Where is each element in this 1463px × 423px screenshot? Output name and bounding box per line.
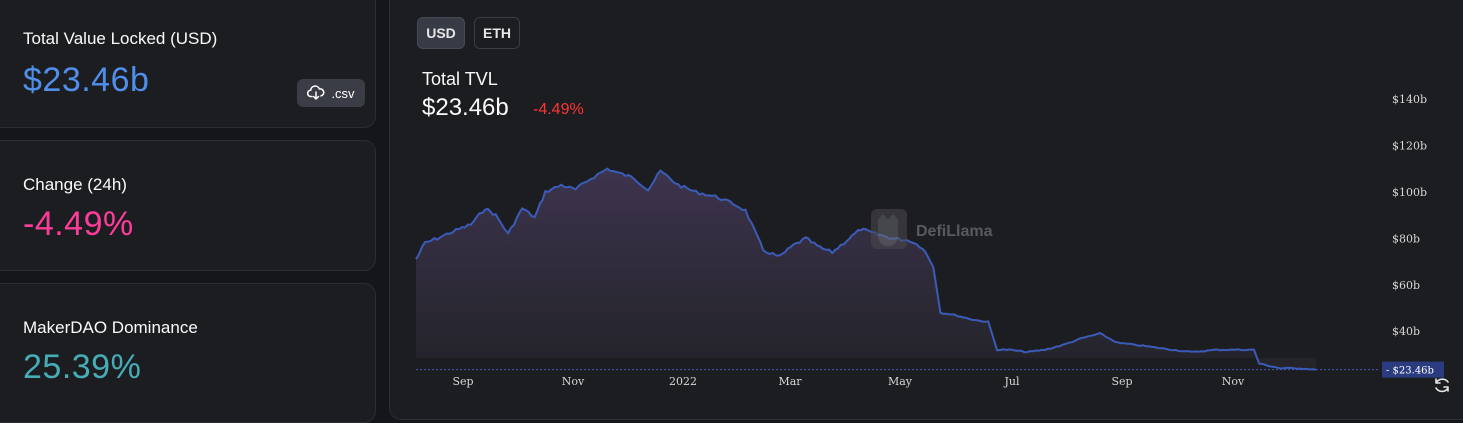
refresh-icon[interactable] xyxy=(1435,378,1449,393)
download-csv-button[interactable]: .csv xyxy=(297,79,365,107)
chart-title: Total TVL xyxy=(422,69,498,89)
eth-toggle[interactable]: ETH xyxy=(474,17,520,49)
dominance-card-title: MakerDAO Dominance xyxy=(23,318,198,337)
tvl-card: Total Value Locked (USD) $23.46b .csv xyxy=(0,0,376,128)
x-tick-label: Mar xyxy=(778,375,802,388)
y-tick-label: $80b xyxy=(1392,232,1420,245)
x-tick-label: Sep xyxy=(1111,375,1132,388)
y-tick-label: $40b xyxy=(1392,325,1420,338)
csv-label: .csv xyxy=(331,85,355,101)
x-tick-label: Jul xyxy=(1003,375,1019,388)
x-tick-label: May xyxy=(888,375,913,388)
y-tick-label: $140b xyxy=(1392,93,1427,106)
x-tick-label: Nov xyxy=(1222,375,1245,388)
chart-header-value: $23.46b xyxy=(422,94,509,121)
dominance-card-value: 25.39% xyxy=(23,348,142,386)
defillama-watermark: DefiLlama xyxy=(871,209,993,249)
y-tick-label: $60b xyxy=(1392,279,1420,292)
dominance-card: MakerDAO Dominance 25.39% xyxy=(0,283,376,423)
x-tick-label: 2022 xyxy=(669,375,697,388)
y-tick-label: $120b xyxy=(1392,140,1427,153)
usd-toggle[interactable]: USD xyxy=(417,17,465,49)
current-value-label: - $23.46b xyxy=(1386,366,1434,377)
tvl-chart: DefiLlama $40b $60b $80b $100b $120b $140b - $… xyxy=(415,93,1449,393)
change-card-title: Change (24h) xyxy=(23,175,127,194)
change-card-value: -4.49% xyxy=(23,205,134,243)
y-tick-label: $100b xyxy=(1392,186,1427,199)
current-value-badge xyxy=(1382,361,1444,378)
x-tick-label: Sep xyxy=(452,375,473,388)
tvl-line xyxy=(415,167,1317,371)
llama-head-shape xyxy=(878,214,898,246)
chart-header-change: -4.49% xyxy=(533,101,584,118)
tvl-card-value: $23.46b xyxy=(23,61,150,99)
cloud-download-icon xyxy=(307,85,325,100)
tvl-area xyxy=(416,168,1316,370)
tvl-card-title: Total Value Locked (USD) xyxy=(23,29,218,48)
x-tick-label: Nov xyxy=(562,375,585,388)
change-card: Change (24h) -4.49% xyxy=(0,140,376,271)
watermark-text: DefiLlama xyxy=(916,223,993,240)
